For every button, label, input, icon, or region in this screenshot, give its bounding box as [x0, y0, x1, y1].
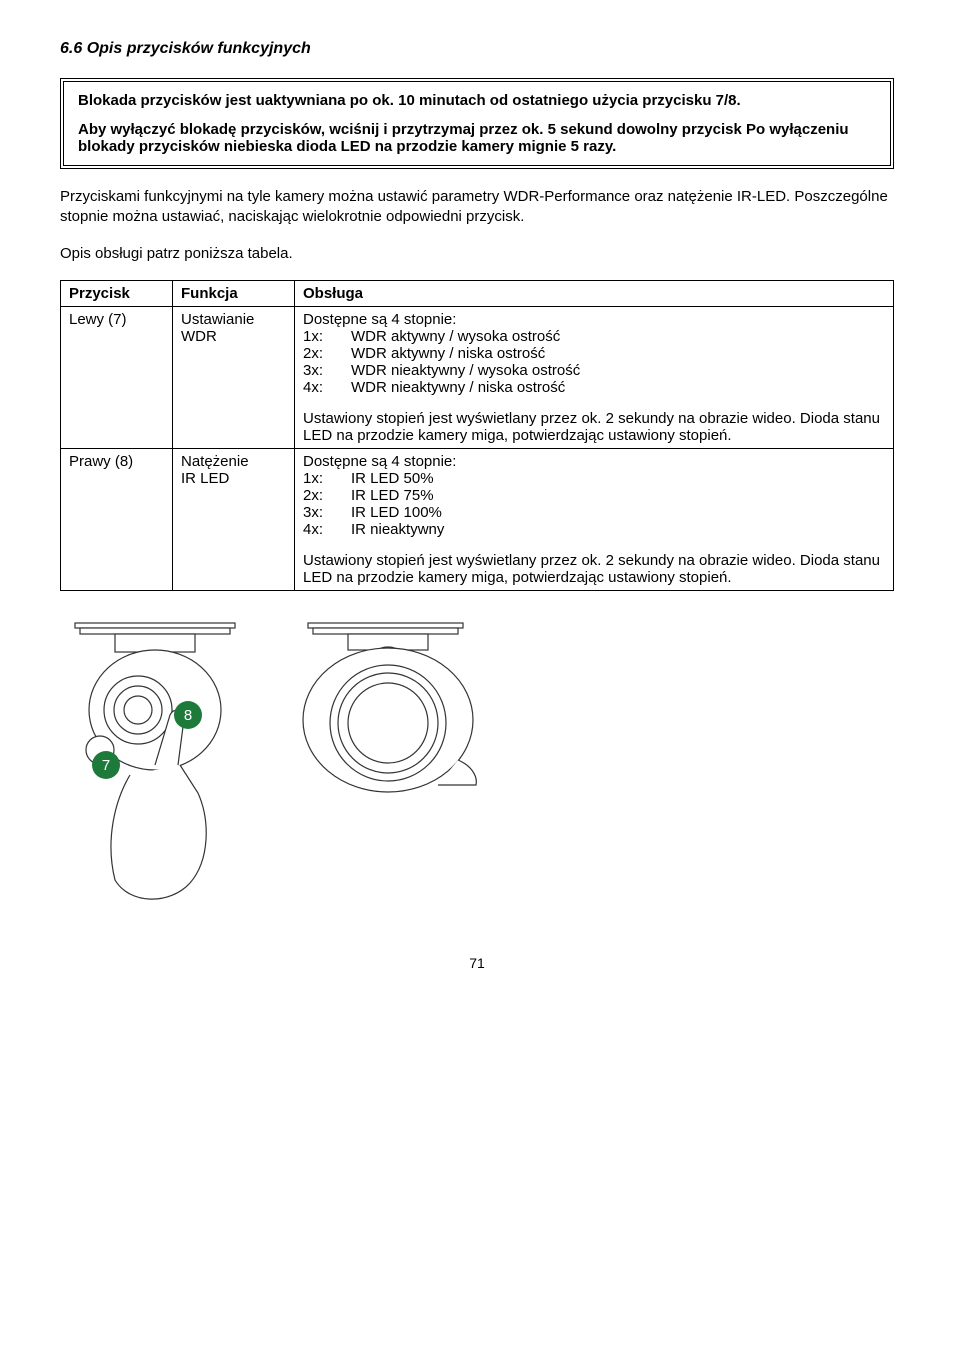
obsluga-intro: Dostępne są 4 stopnie:	[303, 311, 885, 328]
step-value: IR LED 100%	[351, 504, 442, 521]
spacer	[303, 396, 885, 410]
funkcja-line: Ustawianie	[181, 311, 286, 328]
badge-8-label: 8	[184, 707, 192, 724]
step-line: 3x:IR LED 100%	[303, 504, 885, 521]
step-key: 4x:	[303, 379, 351, 396]
step-key: 1x:	[303, 470, 351, 487]
step-key: 3x:	[303, 504, 351, 521]
step-line: 2x:WDR aktywny / niska ostrość	[303, 345, 885, 362]
step-value: WDR aktywny / wysoka ostrość	[351, 328, 560, 345]
step-line: 4x:WDR nieaktywny / niska ostrość	[303, 379, 885, 396]
step-line: 1x:IR LED 50%	[303, 470, 885, 487]
cell-przycisk-1: Lewy (7)	[61, 306, 173, 448]
body-paragraph-2: Opis obsługi patrz poniższa tabela.	[60, 244, 894, 264]
table-header-row: Przycisk Funkcja Obsługa	[61, 280, 894, 306]
cell-przycisk-2: Prawy (8)	[61, 448, 173, 590]
step-line: 4x:IR nieaktywny	[303, 521, 885, 538]
step-value: IR nieaktywny	[351, 521, 444, 538]
cell-obsluga-2: Dostępne są 4 stopnie: 1x:IR LED 50% 2x:…	[295, 448, 894, 590]
function-table: Przycisk Funkcja Obsługa Lewy (7) Ustawi…	[60, 280, 894, 591]
cell-obsluga-1: Dostępne są 4 stopnie: 1x:WDR aktywny / …	[295, 306, 894, 448]
step-line: 3x:WDR nieaktywny / wysoka ostrość	[303, 362, 885, 379]
funkcja-line: IR LED	[181, 470, 286, 487]
camera-left-icon: 8 7	[60, 615, 260, 915]
badge-7-label: 7	[102, 757, 110, 774]
notice-paragraph-2: Aby wyłączyć blokadę przycisków, wciśnij…	[78, 121, 876, 155]
table-row: Prawy (8) Natężenie IR LED Dostępne są 4…	[61, 448, 894, 590]
step-key: 4x:	[303, 521, 351, 538]
obsluga-intro: Dostępne są 4 stopnie:	[303, 453, 885, 470]
table-row: Lewy (7) Ustawianie WDR Dostępne są 4 st…	[61, 306, 894, 448]
step-value: IR LED 75%	[351, 487, 434, 504]
step-value: WDR aktywny / niska ostrość	[351, 345, 545, 362]
step-value: WDR nieaktywny / wysoka ostrość	[351, 362, 580, 379]
header-przycisk: Przycisk	[61, 280, 173, 306]
step-line: 1x:WDR aktywny / wysoka ostrość	[303, 328, 885, 345]
step-value: IR LED 50%	[351, 470, 434, 487]
header-obsluga: Obsługa	[295, 280, 894, 306]
header-funkcja: Funkcja	[173, 280, 295, 306]
diagram-row: 8 7	[60, 615, 894, 915]
page-number: 71	[60, 955, 894, 971]
obsluga-notes: Ustawiony stopień jest wyświetlany przez…	[303, 410, 885, 444]
step-value: WDR nieaktywny / niska ostrość	[351, 379, 565, 396]
obsluga-notes: Ustawiony stopień jest wyświetlany przez…	[303, 552, 885, 586]
step-key: 2x:	[303, 487, 351, 504]
body-paragraph-1: Przyciskami funkcyjnymi na tyle kamery m…	[60, 187, 894, 228]
step-key: 2x:	[303, 345, 351, 362]
camera-right-icon	[288, 615, 498, 805]
notice-box: Blokada przycisków jest uaktywniana po o…	[60, 78, 894, 169]
section-title: 6.6 Opis przycisków funkcyjnych	[60, 40, 894, 58]
funkcja-line: WDR	[181, 328, 286, 345]
spacer	[303, 538, 885, 552]
cell-funkcja-1: Ustawianie WDR	[173, 306, 295, 448]
step-key: 1x:	[303, 328, 351, 345]
step-key: 3x:	[303, 362, 351, 379]
step-line: 2x:IR LED 75%	[303, 487, 885, 504]
funkcja-line: Natężenie	[181, 453, 286, 470]
cell-funkcja-2: Natężenie IR LED	[173, 448, 295, 590]
notice-paragraph-1: Blokada przycisków jest uaktywniana po o…	[78, 92, 876, 109]
